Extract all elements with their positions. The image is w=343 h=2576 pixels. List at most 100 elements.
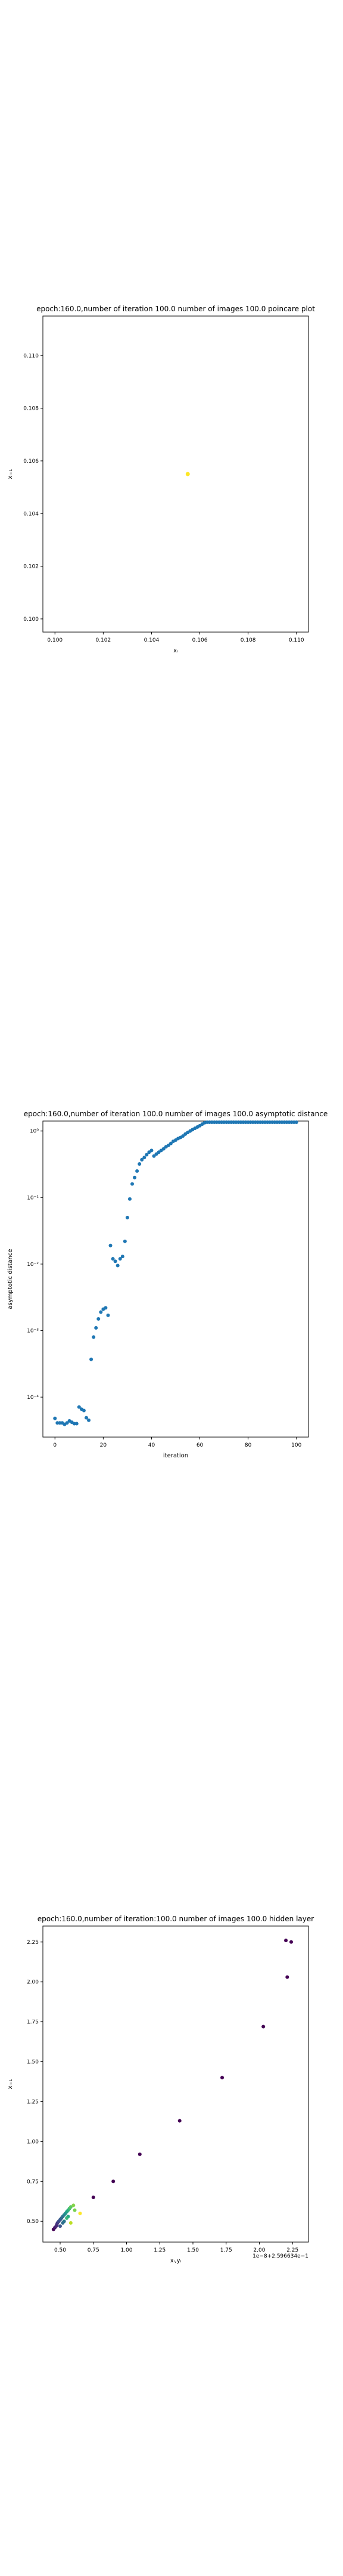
data-point [99,1310,103,1314]
axes-frame [42,315,309,633]
data-point [111,1257,115,1261]
poincare-plot-figure: epoch:160.0,number of iteration 100.0 nu… [0,292,343,674]
data-point [111,2179,116,2184]
data-point [108,1243,113,1247]
x-axis-label: iteration [163,1453,188,1459]
x-tick-label: 1.75 [220,2247,232,2253]
asymptotic-distance-plot: epoch:160.0,number of iteration 100.0 nu… [7,1110,328,1459]
data-point [177,2119,182,2123]
data-point [123,1239,127,1243]
data-point [92,1335,96,1339]
axes-frame [42,1120,309,1438]
x-axis-label: xᵢ [173,648,178,654]
data-point [113,1259,117,1264]
chart-title: epoch:160.0,number of iteration:100.0 nu… [38,1915,314,1923]
data-point [96,1317,101,1321]
x-tick-label: 0.100 [47,637,63,643]
data-point [68,2221,73,2225]
y-axis-label: xᵢ₊₁ [7,469,14,479]
poincare-plot: epoch:160.0,number of iteration 100.0 nu… [7,305,315,654]
data-point [149,1148,154,1153]
data-point [82,1408,86,1413]
data-point [138,2152,142,2156]
data-point [154,1152,158,1156]
x-tick-label: 0.110 [289,637,304,643]
data-point [152,1154,156,1158]
y-tick-label: 0.50 [27,2219,39,2225]
data-point [140,1157,144,1162]
data-point [138,1162,142,1166]
x-tick-label: 60 [197,1442,204,1448]
x-tick-label: 1.25 [154,2247,166,2253]
x-axis-offset-text: 1e−8+2.596634e−1 [252,2253,308,2259]
x-axis-label: xᵢ,yᵢ [170,2258,182,2264]
y-tick-label: 2.25 [27,1940,39,1946]
data-point [58,2224,62,2228]
data-point [74,1422,79,1426]
chart-title: epoch:160.0,number of iteration 100.0 nu… [36,305,315,313]
data-point [220,2076,224,2080]
x-tick-label: 0.75 [88,2247,99,2253]
x-tick-label: 2.00 [253,2247,265,2253]
x-tick-label: 100 [291,1442,301,1448]
data-point [89,1357,93,1361]
y-axis-label: asymptotic distance [7,1249,14,1309]
y-tick-label: 0.108 [23,406,39,412]
x-tick-label: 0 [53,1442,57,1448]
x-tick-label: 2.25 [286,2247,298,2253]
data-point [120,1255,124,1259]
asymptotic-distance-figure: epoch:160.0,number of iteration 100.0 nu… [0,1097,343,1479]
data-point [169,1141,173,1145]
data-point [77,1405,81,1409]
y-tick-label: 0.100 [23,617,39,623]
data-point [133,1175,137,1179]
data-point [65,2216,69,2220]
data-point [73,2208,77,2212]
y-tick-label: 1.50 [27,2060,39,2066]
data-point [78,2211,82,2215]
data-point [68,2205,73,2209]
y-tick-label: 10⁰ [30,1129,39,1135]
data-point [118,1257,122,1261]
x-tick-label: 0.50 [54,2247,66,2253]
y-axis-label: xᵢ₊₁ [7,2079,14,2089]
x-tick-label: 0.106 [192,637,208,643]
y-tick-label: 1.00 [27,2139,39,2145]
data-point [125,1215,129,1219]
x-tick-label: 1.00 [120,2247,132,2253]
hidden-layer-figure: epoch:160.0,number of iteration:100.0 nu… [0,1902,343,2284]
data-point [94,1326,98,1330]
x-tick-label: 0.108 [241,637,256,643]
hidden-layer-plot: epoch:160.0,number of iteration:100.0 nu… [7,1915,314,2264]
data-point [289,1940,294,1944]
y-tick-label: 10⁻⁴ [27,1395,39,1401]
x-tick-label: 40 [148,1442,155,1448]
data-point [284,1939,288,1943]
data-point [145,1153,149,1157]
data-point [261,2024,266,2029]
y-tick-label: 0.104 [23,511,39,517]
data-point [185,472,190,476]
data-point [161,1147,166,1151]
data-point [65,1421,69,1425]
data-point [127,1197,132,1201]
data-point [106,1313,110,1317]
axes-frame [42,1925,309,2243]
y-tick-label: 10⁻¹ [27,1195,39,1201]
y-tick-label: 0.110 [23,353,39,359]
y-tick-label: 2.00 [27,1980,39,1986]
x-tick-label: 20 [100,1442,107,1448]
y-tick-label: 10⁻² [27,1262,39,1268]
y-tick-label: 1.25 [27,2099,39,2105]
data-point [130,1182,135,1186]
data-point [285,1975,289,1979]
y-tick-label: 0.106 [23,459,39,465]
data-point [116,1264,120,1268]
y-tick-label: 1.75 [27,2020,39,2026]
data-point [87,1418,91,1422]
data-point [181,1134,185,1138]
y-tick-label: 10⁻³ [27,1328,39,1334]
y-tick-label: 0.75 [27,2179,39,2185]
data-point [53,1416,57,1420]
data-point [71,2203,76,2207]
